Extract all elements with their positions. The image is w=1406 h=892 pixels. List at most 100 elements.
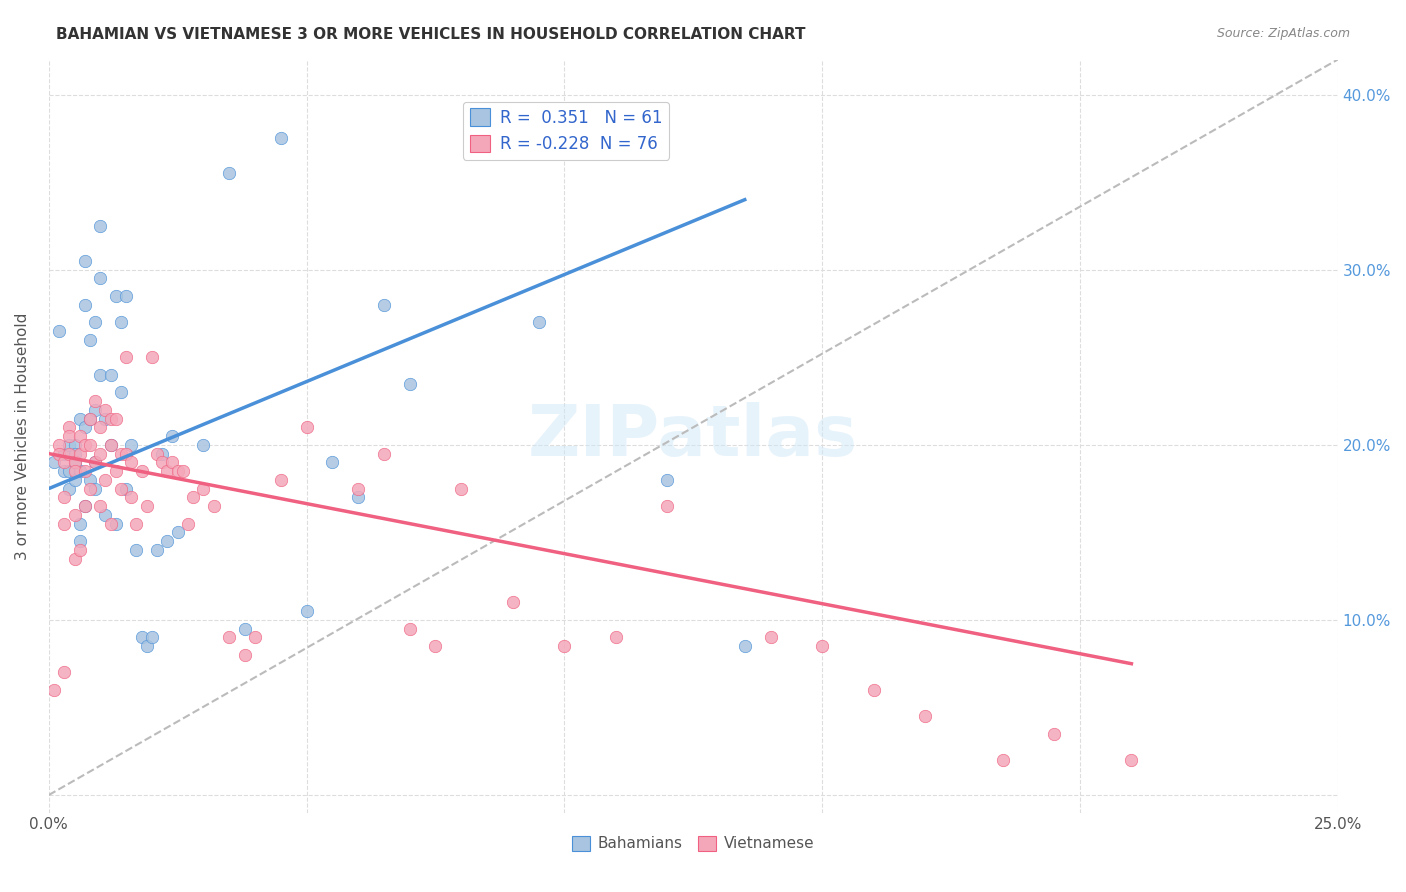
Point xyxy=(181,491,204,505)
Point xyxy=(657,473,679,487)
Point xyxy=(172,464,194,478)
Point xyxy=(89,499,111,513)
Point xyxy=(73,438,96,452)
Point xyxy=(104,516,127,531)
Point xyxy=(73,464,96,478)
Point xyxy=(84,482,107,496)
Point xyxy=(502,595,524,609)
Point xyxy=(73,499,96,513)
Point xyxy=(94,473,117,487)
Point xyxy=(79,473,101,487)
Point xyxy=(63,551,86,566)
Point xyxy=(42,683,65,698)
Point xyxy=(1043,727,1066,741)
Point xyxy=(84,455,107,469)
Point xyxy=(73,254,96,268)
Point xyxy=(63,438,86,452)
Point xyxy=(58,482,80,496)
Point xyxy=(125,516,148,531)
Point xyxy=(48,324,70,338)
Point xyxy=(243,631,266,645)
Point xyxy=(53,455,76,469)
Point xyxy=(115,482,138,496)
Point xyxy=(89,446,111,460)
Point xyxy=(135,499,157,513)
Point xyxy=(53,491,76,505)
Point xyxy=(166,464,188,478)
Point xyxy=(146,542,169,557)
Point xyxy=(425,639,447,653)
Point xyxy=(759,631,782,645)
Point xyxy=(162,429,184,443)
Point xyxy=(84,394,107,409)
Point xyxy=(100,438,122,452)
Point xyxy=(69,534,91,549)
Point xyxy=(58,420,80,434)
Point xyxy=(89,420,111,434)
Point xyxy=(69,542,91,557)
Point xyxy=(69,429,91,443)
Text: Source: ZipAtlas.com: Source: ZipAtlas.com xyxy=(1216,27,1350,40)
Point xyxy=(811,639,834,653)
Point xyxy=(110,482,132,496)
Point xyxy=(115,289,138,303)
Point xyxy=(115,351,138,365)
Point xyxy=(162,455,184,469)
Point xyxy=(73,420,96,434)
Point xyxy=(295,604,318,618)
Point xyxy=(58,429,80,443)
Point xyxy=(69,411,91,425)
Point xyxy=(104,289,127,303)
Point xyxy=(63,455,86,469)
Point xyxy=(156,464,179,478)
Point xyxy=(1121,753,1143,767)
Point xyxy=(69,516,91,531)
Point xyxy=(373,298,395,312)
Point xyxy=(110,315,132,329)
Point xyxy=(527,315,550,329)
Point xyxy=(48,446,70,460)
Point xyxy=(53,516,76,531)
Point xyxy=(131,631,153,645)
Point xyxy=(100,411,122,425)
Y-axis label: 3 or more Vehicles in Household: 3 or more Vehicles in Household xyxy=(15,312,30,560)
Point xyxy=(110,446,132,460)
Point xyxy=(53,665,76,680)
Point xyxy=(373,446,395,460)
Point xyxy=(73,499,96,513)
Point xyxy=(270,473,292,487)
Point xyxy=(58,438,80,452)
Point xyxy=(48,438,70,452)
Point xyxy=(734,639,756,653)
Point xyxy=(218,166,240,180)
Text: ZIPatlas: ZIPatlas xyxy=(529,401,858,471)
Point xyxy=(53,464,76,478)
Point xyxy=(398,376,420,391)
Point xyxy=(73,298,96,312)
Point xyxy=(193,482,215,496)
Point xyxy=(657,499,679,513)
Point xyxy=(115,446,138,460)
Point xyxy=(991,753,1014,767)
Point xyxy=(110,385,132,400)
Point xyxy=(89,368,111,382)
Point xyxy=(295,420,318,434)
Point xyxy=(79,333,101,347)
Point xyxy=(141,351,163,365)
Point xyxy=(79,411,101,425)
Point xyxy=(553,639,575,653)
Point xyxy=(42,455,65,469)
Point xyxy=(321,455,343,469)
Point xyxy=(104,411,127,425)
Point xyxy=(120,491,142,505)
Point xyxy=(166,525,188,540)
Point xyxy=(202,499,225,513)
Point xyxy=(233,648,256,662)
Point xyxy=(100,368,122,382)
Point xyxy=(270,131,292,145)
Point xyxy=(347,482,370,496)
Legend: R =  0.351   N = 61, R = -0.228  N = 76: R = 0.351 N = 61, R = -0.228 N = 76 xyxy=(463,102,669,160)
Point xyxy=(146,446,169,460)
Point xyxy=(131,464,153,478)
Point xyxy=(150,446,173,460)
